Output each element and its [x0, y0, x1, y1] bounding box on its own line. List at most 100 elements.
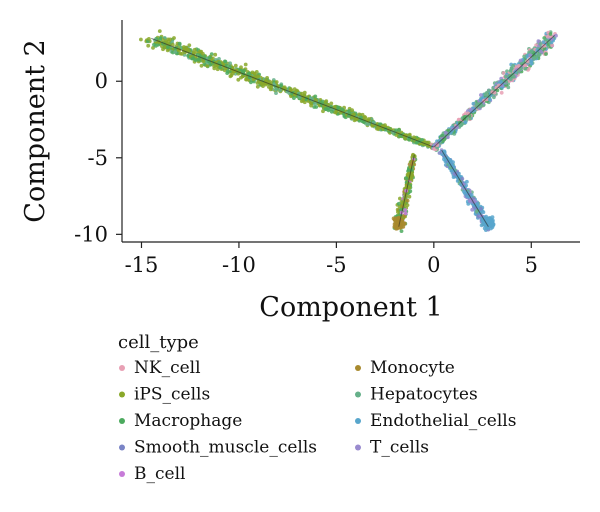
scatter-point [274, 87, 278, 92]
legend-item: iPS_cells [119, 385, 210, 405]
scatter-point [451, 175, 456, 180]
y-axis-title: Component 2 [20, 39, 51, 222]
scatter-point [478, 104, 483, 109]
scatter-point [523, 66, 528, 71]
scatter-point [542, 44, 547, 48]
scatter-point [499, 90, 504, 95]
legend-swatch [355, 418, 361, 424]
scatter-point [193, 58, 198, 62]
scatter-point [158, 37, 163, 41]
scatter-point [406, 168, 411, 173]
scatter-point [349, 115, 354, 120]
scatter-point [190, 56, 195, 61]
legend-item: Monocyte [355, 358, 455, 378]
legend-swatch [119, 365, 125, 371]
scatter-point [488, 219, 493, 224]
scatter-point [426, 140, 431, 145]
scatter-point [157, 29, 162, 33]
legend-swatch [355, 365, 361, 371]
legend-item: Smooth_muscle_cells [119, 438, 317, 458]
legend-item: Endothelial_cells [355, 411, 516, 431]
scatter-point [282, 85, 287, 90]
scatter-point [538, 49, 543, 54]
trajectory-line [441, 149, 489, 227]
scatter-point [278, 88, 282, 93]
scatter-point [503, 74, 508, 79]
y-tick-label: -5 [88, 146, 108, 170]
scatter-point [405, 198, 410, 203]
scatter-point [508, 77, 513, 81]
scatter-point [554, 33, 558, 38]
axes: -15 -10 -5 0 5 0 -5 -10 Component 1 Component … [20, 20, 580, 323]
y-tick-label: 0 [95, 69, 108, 93]
scatter-point [264, 78, 269, 83]
scatter-point [308, 101, 313, 105]
scatter-point [300, 91, 304, 96]
scatter-point [412, 135, 416, 140]
scatter-point [411, 153, 416, 158]
scatter-point [166, 45, 170, 50]
scatter-point [207, 55, 212, 60]
scatter-point [471, 101, 476, 106]
scatter-point [329, 109, 334, 114]
scatter-point [173, 50, 178, 54]
scatter-point [479, 223, 484, 228]
scatter-point [146, 43, 151, 48]
scatter-point [151, 46, 155, 50]
scatter-point [218, 65, 223, 70]
scatter-point [288, 88, 293, 92]
scatter-point [299, 99, 304, 104]
scatter-point [201, 59, 206, 64]
scatter-point [236, 77, 241, 82]
legend-swatch [355, 444, 361, 451]
scatter-point [313, 94, 318, 99]
scatter-point [479, 206, 483, 211]
scatter-point [537, 52, 542, 57]
legend-label: NK_cell [134, 358, 201, 378]
scatter-point [243, 62, 248, 67]
scatter-point [459, 122, 464, 127]
scatter-point [255, 84, 260, 89]
scatter-point [404, 176, 408, 181]
legend-label: iPS_cells [134, 385, 210, 405]
scatter-point [550, 43, 554, 48]
scatter-point [252, 71, 257, 76]
scatter-point [470, 207, 475, 212]
scatter-point [508, 73, 512, 78]
scatter-point [392, 222, 397, 227]
scatter-point [152, 42, 156, 47]
scatter-point [274, 80, 279, 84]
legend-label: Endothelial_cells [370, 411, 516, 431]
scatter-point [444, 131, 448, 135]
legend-item: B_cell [119, 464, 185, 484]
scatter-point [479, 93, 483, 97]
scatter-point [292, 96, 296, 100]
legend-item: Macrophage [119, 411, 242, 431]
scatter-point [396, 210, 400, 214]
scatter-point [483, 92, 488, 97]
scatter-point [323, 107, 328, 111]
scatter-point [446, 135, 450, 140]
scatter-point [399, 229, 404, 234]
scatter-point [518, 58, 523, 63]
scatter-point [224, 63, 229, 68]
legend-label: T_cells [370, 438, 429, 458]
x-tick-label: -5 [326, 253, 346, 277]
x-tick-label: -10 [222, 253, 256, 277]
scatter-point [339, 107, 344, 112]
scatter-point [223, 59, 228, 64]
scatter-point [397, 127, 401, 132]
scatter-point [247, 71, 251, 76]
scatter-point [228, 74, 233, 79]
legend-label: B_cell [134, 464, 185, 484]
scatter-point [147, 37, 151, 41]
scatter-point [516, 64, 521, 68]
legend-swatch [355, 391, 361, 398]
scatter-point [396, 201, 401, 206]
scatter-point [321, 109, 325, 114]
legend-label: Hepatocytes [370, 385, 478, 405]
scatter-point [233, 63, 238, 68]
scatter-point [378, 122, 382, 127]
scatter-point [398, 196, 402, 201]
scatter-point [332, 105, 337, 109]
